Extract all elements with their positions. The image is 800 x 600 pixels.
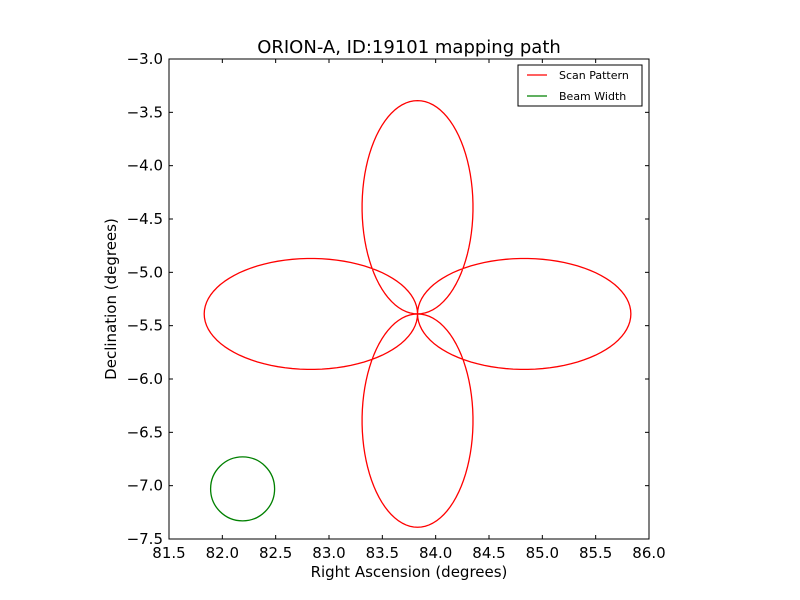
x-tick-label: 85.5 — [579, 544, 612, 562]
legend: Scan Pattern Beam Width — [517, 64, 643, 107]
y-tick-label: −6.0 — [127, 370, 163, 388]
x-tick-label: 84.0 — [419, 544, 452, 562]
x-axis-ticks: 81.5 82.0 82.5 83.0 83.5 84.0 84.5 85.0 85.5 86.0 — [152, 59, 666, 562]
legend-scan-pattern-label: Scan Pattern — [559, 69, 629, 82]
x-tick-label: 86.0 — [632, 544, 665, 562]
plot-area — [169, 59, 649, 539]
y-tick-label: −7.5 — [127, 530, 163, 548]
y-tick-label: −3.5 — [127, 103, 163, 121]
x-tick-label: 83.0 — [312, 544, 345, 562]
y-axis-ticks: −3.0 −3.5 −4.0 −4.5 −5.0 −5.5 −6.0 −6.5 −7.0 −7.5 — [127, 50, 649, 548]
y-tick-label: −4.5 — [127, 210, 163, 228]
y-axis-label: Declination (degrees) — [102, 218, 120, 380]
x-tick-label: 83.5 — [366, 544, 399, 562]
y-tick-label: −3.0 — [127, 50, 163, 68]
chart-title: ORION-A, ID:19101 mapping path — [257, 37, 561, 58]
plot-curves — [203, 99, 632, 528]
scan-pattern-line — [203, 99, 632, 528]
legend-beam-width-label: Beam Width — [559, 90, 626, 103]
x-tick-label: 85.0 — [526, 544, 559, 562]
x-tick-label: 82.0 — [206, 544, 239, 562]
y-tick-label: −5.0 — [127, 263, 163, 281]
x-tick-label: 81.5 — [152, 544, 185, 562]
x-tick-label: 82.5 — [259, 544, 292, 562]
x-tick-label: 84.5 — [472, 544, 505, 562]
beam-width-circle — [209, 456, 276, 522]
y-tick-label: −6.5 — [127, 423, 163, 441]
plot-frame — [168, 58, 650, 540]
y-tick-label: −7.0 — [127, 477, 163, 495]
x-axis-label: Right Ascension (degrees) — [311, 563, 508, 581]
y-tick-label: −5.5 — [127, 317, 163, 335]
legend-box — [517, 64, 643, 107]
y-tick-label: −4.0 — [127, 157, 163, 175]
